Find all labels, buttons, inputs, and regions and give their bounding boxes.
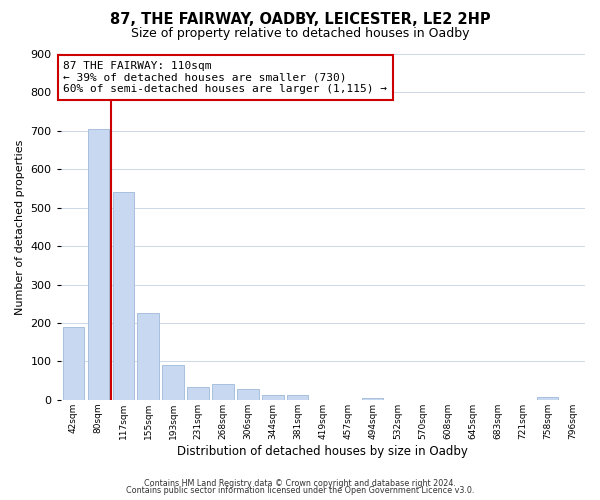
Text: Size of property relative to detached houses in Oadby: Size of property relative to detached ho… xyxy=(131,28,469,40)
Y-axis label: Number of detached properties: Number of detached properties xyxy=(15,139,25,314)
Bar xyxy=(362,398,383,400)
X-axis label: Distribution of detached houses by size in Oadby: Distribution of detached houses by size … xyxy=(178,444,468,458)
Bar xyxy=(113,192,134,400)
Bar xyxy=(537,396,558,400)
Text: Contains HM Land Registry data © Crown copyright and database right 2024.: Contains HM Land Registry data © Crown c… xyxy=(144,478,456,488)
Bar xyxy=(137,314,159,400)
Bar xyxy=(187,388,209,400)
Text: 87 THE FAIRWAY: 110sqm
← 39% of detached houses are smaller (730)
60% of semi-de: 87 THE FAIRWAY: 110sqm ← 39% of detached… xyxy=(64,61,388,94)
Bar xyxy=(238,390,259,400)
Bar xyxy=(262,395,284,400)
Bar xyxy=(163,365,184,400)
Bar xyxy=(62,327,84,400)
Bar xyxy=(88,129,109,400)
Bar xyxy=(212,384,233,400)
Bar xyxy=(287,395,308,400)
Text: Contains public sector information licensed under the Open Government Licence v3: Contains public sector information licen… xyxy=(126,486,474,495)
Text: 87, THE FAIRWAY, OADBY, LEICESTER, LE2 2HP: 87, THE FAIRWAY, OADBY, LEICESTER, LE2 2… xyxy=(110,12,490,28)
